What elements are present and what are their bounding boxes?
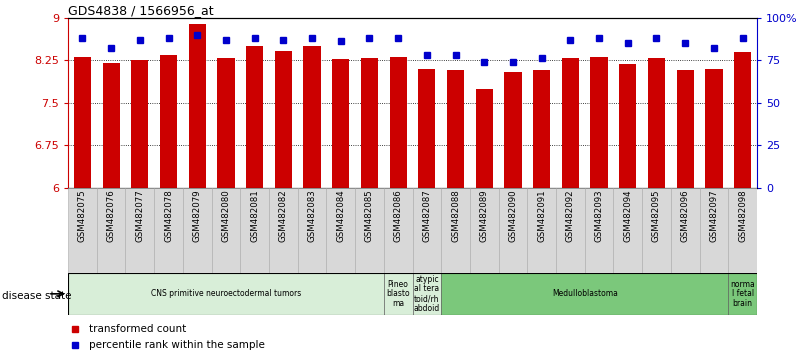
- Text: GSM482093: GSM482093: [594, 189, 604, 242]
- Bar: [131, 60, 148, 188]
- Bar: [269, 188, 298, 273]
- Text: GSM482076: GSM482076: [107, 189, 115, 242]
- Bar: [614, 188, 642, 273]
- Bar: [533, 70, 550, 188]
- Bar: [728, 273, 757, 315]
- Bar: [498, 188, 527, 273]
- Text: GSM482095: GSM482095: [652, 189, 661, 242]
- Text: GSM482088: GSM482088: [451, 189, 460, 242]
- Text: GSM482077: GSM482077: [135, 189, 144, 242]
- Text: GSM482094: GSM482094: [623, 189, 632, 242]
- Text: GSM482079: GSM482079: [193, 189, 202, 242]
- Text: transformed count: transformed count: [89, 324, 186, 334]
- Bar: [728, 188, 757, 273]
- Text: Medulloblastoma: Medulloblastoma: [552, 289, 618, 298]
- Bar: [447, 70, 464, 188]
- Bar: [211, 188, 240, 273]
- Bar: [441, 273, 728, 315]
- Bar: [389, 57, 407, 188]
- Text: norma
l fetal
brain: norma l fetal brain: [731, 280, 755, 308]
- Bar: [384, 273, 413, 315]
- Text: GSM482090: GSM482090: [509, 189, 517, 242]
- Bar: [246, 46, 264, 188]
- Bar: [648, 58, 665, 188]
- Text: GSM482098: GSM482098: [738, 189, 747, 242]
- Bar: [527, 188, 556, 273]
- Text: GSM482097: GSM482097: [710, 189, 718, 242]
- Bar: [74, 57, 91, 188]
- Text: GSM482075: GSM482075: [78, 189, 87, 242]
- Text: GSM482096: GSM482096: [681, 189, 690, 242]
- Text: GDS4838 / 1566956_at: GDS4838 / 1566956_at: [68, 4, 214, 17]
- Bar: [413, 273, 441, 315]
- Bar: [556, 188, 585, 273]
- Text: disease state: disease state: [2, 291, 71, 301]
- Text: GSM482085: GSM482085: [365, 189, 374, 242]
- Bar: [97, 188, 126, 273]
- Bar: [734, 52, 751, 188]
- Text: percentile rank within the sample: percentile rank within the sample: [89, 340, 264, 350]
- Bar: [476, 88, 493, 188]
- Bar: [418, 69, 436, 188]
- Text: Pineo
blasto
ma: Pineo blasto ma: [386, 280, 410, 308]
- Text: atypic
al tera
toid/rh
abdoid: atypic al tera toid/rh abdoid: [414, 275, 440, 313]
- Bar: [217, 58, 235, 188]
- Bar: [441, 188, 470, 273]
- Bar: [699, 188, 728, 273]
- Text: GSM482080: GSM482080: [221, 189, 231, 242]
- Bar: [677, 70, 694, 188]
- Text: GSM482083: GSM482083: [308, 189, 316, 242]
- Text: GSM482092: GSM482092: [566, 189, 575, 242]
- Text: GSM482087: GSM482087: [422, 189, 432, 242]
- Bar: [275, 51, 292, 188]
- Text: GSM482081: GSM482081: [250, 189, 260, 242]
- Bar: [160, 55, 177, 188]
- Bar: [332, 59, 349, 188]
- Bar: [326, 188, 355, 273]
- Text: GSM482089: GSM482089: [480, 189, 489, 242]
- Bar: [355, 188, 384, 273]
- Bar: [670, 188, 699, 273]
- Bar: [154, 188, 183, 273]
- Text: GSM482086: GSM482086: [393, 189, 403, 242]
- Bar: [68, 188, 97, 273]
- Bar: [562, 58, 579, 188]
- Bar: [360, 58, 378, 188]
- Bar: [103, 63, 120, 188]
- Text: GSM482078: GSM482078: [164, 189, 173, 242]
- Bar: [585, 188, 614, 273]
- Bar: [298, 188, 326, 273]
- Bar: [189, 24, 206, 188]
- Text: GSM482082: GSM482082: [279, 189, 288, 242]
- Text: GSM482084: GSM482084: [336, 189, 345, 242]
- Text: GSM482091: GSM482091: [537, 189, 546, 242]
- Bar: [470, 188, 498, 273]
- Bar: [619, 64, 636, 188]
- Bar: [126, 188, 154, 273]
- Bar: [590, 57, 608, 188]
- Bar: [304, 46, 320, 188]
- Bar: [413, 188, 441, 273]
- Bar: [384, 188, 413, 273]
- Bar: [505, 72, 521, 188]
- Bar: [705, 69, 723, 188]
- Bar: [240, 188, 269, 273]
- Bar: [642, 188, 670, 273]
- Bar: [183, 188, 211, 273]
- Bar: [68, 273, 384, 315]
- Text: CNS primitive neuroectodermal tumors: CNS primitive neuroectodermal tumors: [151, 289, 301, 298]
